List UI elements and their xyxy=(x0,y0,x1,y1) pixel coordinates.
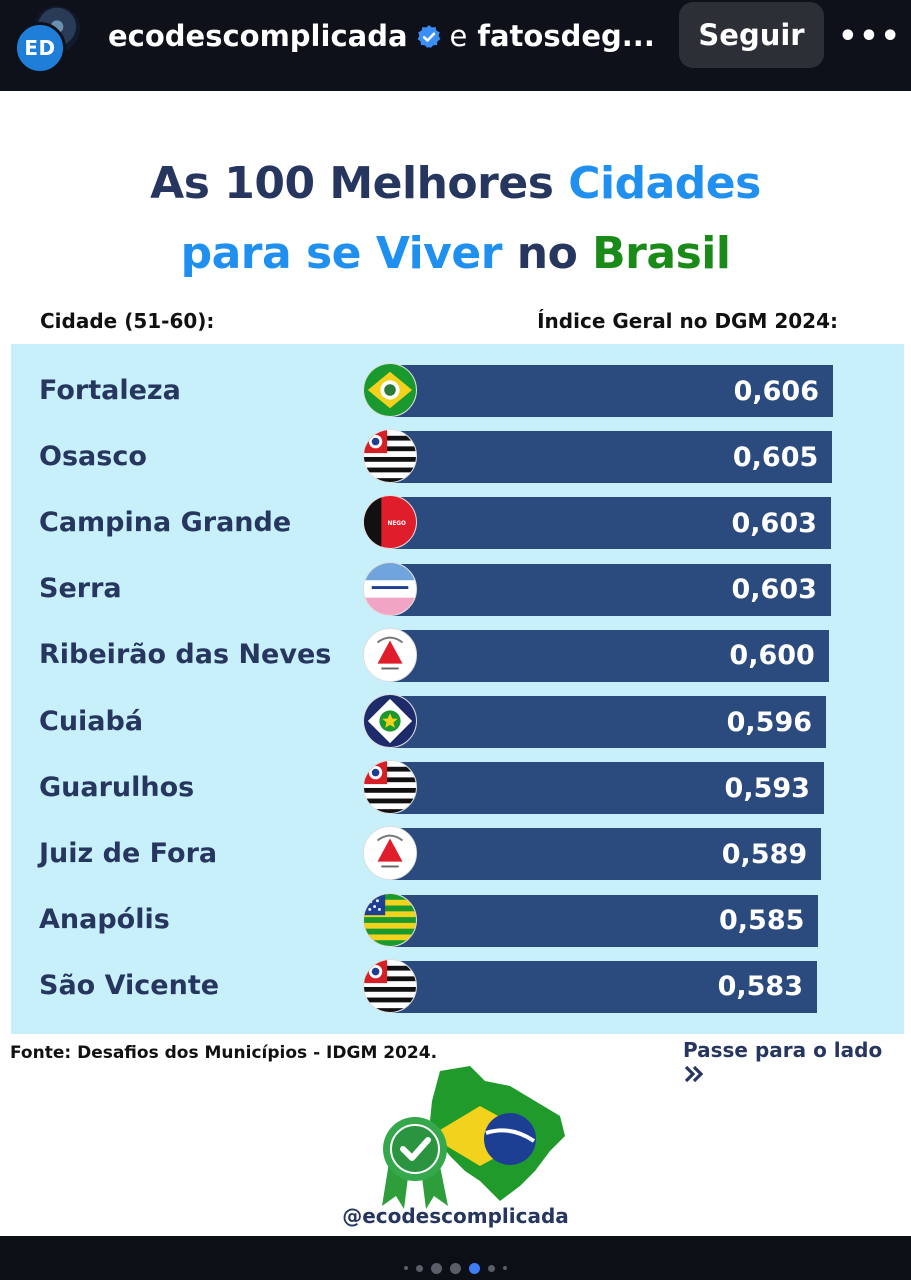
city-name: Fortaleza xyxy=(39,374,181,406)
score-bar: 0,583 xyxy=(392,960,817,1013)
state-flag-minas-gerais-icon xyxy=(363,627,417,682)
carousel-dot xyxy=(450,1262,461,1274)
city-name: Osasco xyxy=(39,440,147,472)
carousel-dot xyxy=(416,1264,423,1272)
double-chevron-right-icon xyxy=(683,1062,705,1086)
city-name: Guarulhos xyxy=(39,771,195,803)
score-bar: 0,596 xyxy=(392,696,827,748)
city-name: Campina Grande xyxy=(39,506,292,538)
city-name: Cuiabá xyxy=(39,705,144,737)
state-flag-minas-gerais-icon xyxy=(363,826,417,881)
city-name: Ribeirão das Neves xyxy=(39,639,332,671)
title-part: no xyxy=(516,228,578,279)
more-options-icon[interactable]: ••• xyxy=(838,18,902,54)
title-part: As 100 Melhores xyxy=(150,158,554,209)
city-name: São Vicente xyxy=(39,970,220,1002)
score-value: 0,589 xyxy=(721,838,808,870)
score-value: 0,603 xyxy=(731,507,817,539)
account-line[interactable]: ecodescomplicada e fatosdeg... xyxy=(108,14,655,58)
ranking-row: Cuiabá 0,596 xyxy=(11,694,904,748)
ranking-row: Anapólis 0,585 xyxy=(11,892,904,947)
collab-connector: e xyxy=(449,19,468,53)
score-value: 0,600 xyxy=(729,640,815,672)
title-part: Brasil xyxy=(592,228,731,279)
score-bar: 0,593 xyxy=(392,762,824,815)
city-name: Anapólis xyxy=(39,904,170,936)
state-flag-ceara-icon xyxy=(363,363,417,417)
verified-badge-icon xyxy=(416,23,442,49)
author-handle: @ecodescomplicada xyxy=(342,1204,569,1228)
score-value: 0,596 xyxy=(726,706,813,738)
city-name: Juiz de Fora xyxy=(39,837,218,869)
ranking-panel: Fortaleza 0,606 Osasco 0,605 Campina Grande 0… xyxy=(11,344,904,1034)
brand-logo xyxy=(360,1061,580,1211)
account-name[interactable]: ecodescomplicada xyxy=(108,19,408,53)
state-flag-espirito-santo-icon xyxy=(363,561,417,616)
state-flag-paraiba-icon: NEGO xyxy=(363,495,417,550)
score-bar: 0,605 xyxy=(392,431,833,484)
title-part: Cidades xyxy=(568,158,761,209)
score-bar: 0,585 xyxy=(392,894,819,947)
swipe-hint: Passe para o lado xyxy=(683,1038,911,1086)
carousel-dot xyxy=(404,1266,408,1270)
ranking-row: Campina Grande 0,603 NEGO xyxy=(11,495,904,550)
page-title: As 100 Melhores Cidades para se Viver no… xyxy=(0,149,911,289)
carousel-dot xyxy=(469,1262,480,1274)
score-value: 0,605 xyxy=(732,441,819,473)
ranking-row: Fortaleza 0,606 xyxy=(11,363,904,417)
column-header-index: Índice Geral no DGM 2024: xyxy=(537,309,838,333)
avatar[interactable]: ED xyxy=(14,22,66,74)
state-flag-sao-paulo-icon xyxy=(363,958,417,1013)
ranking-row: Juiz de Fora 0,589 xyxy=(11,826,904,881)
svg-text:NEGO: NEGO xyxy=(388,521,406,527)
score-bar: 0,606 xyxy=(392,365,833,417)
carousel-dot xyxy=(431,1262,442,1274)
carousel-dot xyxy=(488,1264,495,1272)
score-bar: 0,603 xyxy=(392,497,831,550)
post-header: ED ecodescomplicada e fatosdeg... Seguir… xyxy=(0,0,911,91)
carousel-indicator xyxy=(0,1258,911,1278)
ranking-row: Serra 0,603 xyxy=(11,561,904,616)
carousel-dot xyxy=(503,1266,507,1270)
ranking-row: Guarulhos 0,593 xyxy=(11,760,904,815)
score-value: 0,585 xyxy=(718,905,805,937)
swipe-hint-label: Passe para o lado xyxy=(683,1038,883,1062)
ranking-row: São Vicente 0,583 xyxy=(11,958,904,1013)
state-flag-sao-paulo-icon xyxy=(363,760,417,815)
score-value: 0,583 xyxy=(717,971,803,1003)
ranking-row: Ribeirão das Neves 0,600 xyxy=(11,627,904,682)
title-part: para se Viver xyxy=(180,228,503,279)
avatar-group[interactable]: ED xyxy=(12,6,84,74)
score-bar: 0,603 xyxy=(392,563,831,616)
follow-button[interactable]: Seguir xyxy=(679,2,824,68)
score-value: 0,593 xyxy=(724,772,810,804)
source-note: Fonte: Desafios dos Municípios - IDGM 20… xyxy=(10,1043,438,1063)
city-name: Serra xyxy=(39,573,122,605)
score-value: 0,603 xyxy=(731,574,817,606)
score-value: 0,606 xyxy=(733,375,819,407)
column-header-city: Cidade (51-60): xyxy=(40,309,215,333)
ranking-row: Osasco 0,605 xyxy=(11,429,904,484)
post-image[interactable]: As 100 Melhores Cidades para se Viver no… xyxy=(0,91,911,1236)
collaborator-name[interactable]: fatosdeg... xyxy=(477,19,655,53)
score-bar: 0,600 xyxy=(392,629,829,682)
state-flag-mato-grosso-icon xyxy=(363,694,417,748)
state-flag-sao-paulo-icon xyxy=(363,429,417,484)
state-flag-goias-icon xyxy=(363,892,417,947)
score-bar: 0,589 xyxy=(392,828,822,881)
